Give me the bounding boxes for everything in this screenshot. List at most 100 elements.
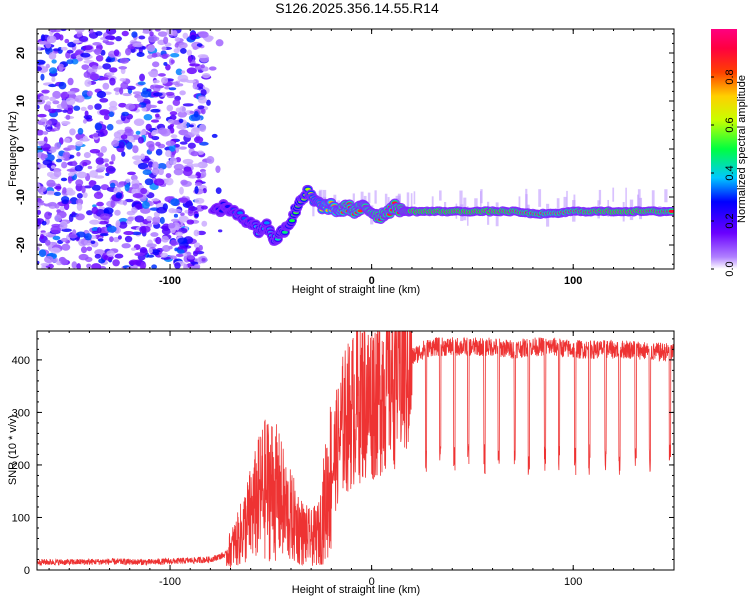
noise-cell xyxy=(37,129,44,136)
colorbar-tick-label: 0.6 xyxy=(724,117,736,132)
noise-cell xyxy=(67,176,73,184)
noise-cell xyxy=(174,36,181,42)
noise-cell xyxy=(89,170,98,178)
noise-cell xyxy=(181,70,186,74)
noise-cell xyxy=(112,259,120,267)
noise-cell xyxy=(136,51,145,57)
colorbar-tick-label: 0.8 xyxy=(724,69,736,84)
noise-cell xyxy=(177,249,185,254)
noise-cell xyxy=(55,158,63,163)
noise-cell xyxy=(194,213,199,218)
noise-cell xyxy=(41,89,50,94)
snr-x-axis-label: Height of straight line (km) xyxy=(292,584,420,596)
noise-cell xyxy=(105,172,110,176)
noise-cell xyxy=(50,247,61,254)
noise-cell xyxy=(157,100,164,105)
noise-cell xyxy=(97,238,104,242)
noise-cell xyxy=(44,211,52,220)
noise-cell xyxy=(52,235,61,241)
noise-cell xyxy=(166,104,174,112)
noise-cell xyxy=(98,76,109,81)
noise-cell xyxy=(200,89,207,96)
noise-cell xyxy=(132,91,142,95)
signal-core xyxy=(263,221,270,225)
snr-series-line xyxy=(37,331,674,568)
noise-cell xyxy=(169,111,178,116)
noise-cell xyxy=(46,171,55,178)
noise-cell xyxy=(99,97,109,103)
noise-cell xyxy=(60,46,68,51)
noise-cell xyxy=(174,247,179,252)
noise-cell xyxy=(206,99,211,106)
noise-cell xyxy=(61,199,69,205)
noise-cell xyxy=(41,220,47,226)
noise-cell xyxy=(172,81,179,86)
spectrogram-x-tick-label: 0 xyxy=(369,275,375,287)
noise-cell xyxy=(66,107,74,115)
noise-cell xyxy=(170,218,180,222)
noise-cell xyxy=(138,130,146,136)
noise-cell xyxy=(110,153,116,162)
noise-cell xyxy=(154,85,165,89)
noise-cell xyxy=(91,263,102,269)
noise-cell xyxy=(86,246,93,252)
noise-cell xyxy=(86,210,93,216)
snr-y-tick-label: 100 xyxy=(12,512,30,524)
noise-cell xyxy=(82,45,93,51)
trace-halo xyxy=(566,190,568,211)
noise-cell xyxy=(109,67,118,73)
noise-cell xyxy=(40,118,48,122)
trace-halo xyxy=(664,189,668,203)
noise-cell xyxy=(96,90,107,99)
snr-x-tick-label: 0 xyxy=(369,576,375,588)
noise-cell xyxy=(137,95,144,103)
noise-cell xyxy=(144,178,154,186)
trace-halo xyxy=(439,190,442,201)
noise-cell xyxy=(211,133,218,138)
spectrogram-y-tick-label: -10 xyxy=(15,189,27,205)
noise-cell xyxy=(137,81,146,86)
noise-cell xyxy=(187,142,196,149)
noise-cell xyxy=(178,42,188,49)
noise-cell xyxy=(200,170,207,178)
noise-cell xyxy=(75,141,83,147)
noise-cell xyxy=(103,158,110,163)
noise-cell xyxy=(42,154,48,159)
noise-cell xyxy=(137,136,145,144)
noise-cell xyxy=(74,95,85,103)
noise-cell xyxy=(58,81,67,90)
noise-cell xyxy=(105,41,115,46)
noise-cell xyxy=(147,70,159,76)
noise-cell xyxy=(131,183,140,190)
noise-cell xyxy=(97,132,105,137)
noise-cell xyxy=(199,124,207,133)
noise-cell xyxy=(44,239,51,246)
signal-core xyxy=(289,218,296,223)
noise-cell xyxy=(200,205,208,210)
noise-cell xyxy=(173,213,179,218)
signal-trace xyxy=(209,184,674,246)
noise-cell xyxy=(182,158,194,165)
noise-cell xyxy=(98,220,109,225)
noise-cell xyxy=(52,90,61,99)
noise-cell xyxy=(121,111,130,117)
noise-cell xyxy=(75,179,84,187)
noise-cell xyxy=(119,77,126,82)
noise-cell xyxy=(146,243,157,248)
noise-cell xyxy=(37,247,40,251)
noise-cell xyxy=(37,163,48,169)
noise-cell xyxy=(142,30,151,34)
noise-cell xyxy=(74,165,83,172)
noise-cell xyxy=(82,119,88,124)
noise-cell xyxy=(59,34,64,41)
noise-cell xyxy=(48,84,57,88)
noise-cell xyxy=(140,187,148,195)
noise-cell xyxy=(178,146,187,150)
noise-cell xyxy=(132,42,143,48)
noise-cell xyxy=(121,30,129,37)
noise-cell xyxy=(54,142,61,150)
noise-cell xyxy=(194,197,205,204)
noise-cell xyxy=(119,66,126,70)
noise-cell xyxy=(49,67,58,74)
